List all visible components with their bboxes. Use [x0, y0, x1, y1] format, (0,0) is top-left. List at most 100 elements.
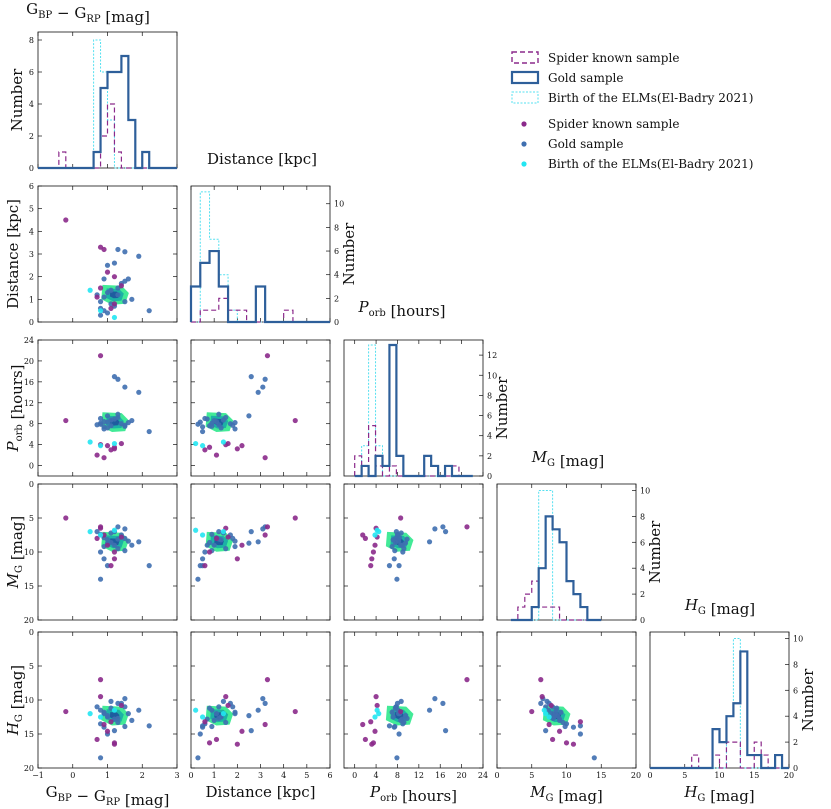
- point-gold: [129, 417, 135, 424]
- point-spider: [529, 708, 535, 715]
- point-gold: [129, 717, 135, 724]
- point-spider: [556, 728, 563, 734]
- point-elm: [220, 711, 227, 717]
- y-tick-label: 0: [487, 472, 492, 481]
- point-gold: [391, 556, 397, 562]
- point-gold: [97, 299, 104, 305]
- point-spider: [118, 702, 124, 709]
- point-gold: [255, 707, 261, 713]
- point-gold: [400, 721, 406, 727]
- x-tick-label: 2: [235, 771, 240, 780]
- point-gold: [195, 576, 201, 582]
- point-spider: [202, 447, 208, 453]
- point-elm: [193, 440, 199, 447]
- y-tick-label: 0: [29, 480, 34, 489]
- y-tick-label: 4: [640, 564, 645, 573]
- y-tick-label: 15: [24, 730, 34, 739]
- point-elm: [111, 440, 118, 447]
- x-tick-label: 20: [631, 771, 641, 780]
- point-gold: [223, 546, 229, 552]
- point-spider: [111, 740, 118, 746]
- y-tick-label: 12: [487, 351, 497, 360]
- point-spider: [550, 736, 556, 743]
- point-gold: [136, 707, 142, 713]
- legend-label-hist: Spider known sample: [548, 51, 679, 65]
- point-elm: [372, 532, 378, 538]
- point-gold: [146, 563, 152, 569]
- point-gold: [394, 755, 400, 761]
- point-gold: [246, 540, 252, 546]
- point-gold: [395, 538, 402, 544]
- y-tick-label: 10: [793, 634, 803, 643]
- y-tick-label: 3: [29, 250, 34, 259]
- y-tick-label: 5: [29, 514, 34, 523]
- point-spider: [262, 455, 268, 461]
- point-spider: [368, 563, 374, 569]
- point-gold: [146, 308, 152, 314]
- point-gold: [442, 529, 449, 535]
- legend-swatch-hist: [510, 70, 540, 85]
- point-elm: [111, 527, 118, 533]
- point-spider: [97, 353, 104, 359]
- y-tick-label: 5: [29, 662, 34, 671]
- point-gold: [94, 704, 100, 710]
- point-gold: [396, 731, 402, 737]
- point-gold: [262, 700, 268, 707]
- point-gold: [211, 542, 217, 548]
- point-gold: [538, 700, 544, 707]
- point-spider: [546, 721, 552, 728]
- point-spider: [118, 440, 124, 447]
- y-tick-label: 0: [29, 462, 34, 471]
- point-gold: [216, 715, 222, 721]
- point-gold: [558, 709, 564, 715]
- point-spider: [264, 353, 271, 359]
- point-gold: [125, 538, 131, 544]
- x-tick-label: 1: [105, 771, 110, 780]
- panel-dist-vs-dist: 0 2 4 6 8 10 Number: [189, 185, 358, 327]
- legend-label-point: Gold sample: [548, 137, 623, 151]
- y-tick-label: 8: [793, 660, 798, 669]
- point-elm: [97, 443, 104, 449]
- point-gold: [122, 384, 128, 390]
- y-tick-label: 4: [29, 100, 34, 109]
- x-tick-label: −1: [32, 771, 44, 780]
- point-spider: [63, 217, 69, 223]
- point-spider: [97, 285, 104, 291]
- point-spider: [97, 677, 104, 683]
- point-gold: [136, 253, 142, 259]
- point-gold: [402, 540, 409, 546]
- axis-label-mg: MG [mag]: [531, 448, 605, 470]
- point-elm: [220, 529, 227, 535]
- point-gold: [386, 563, 393, 569]
- point-gold: [136, 389, 142, 395]
- labels-layer: GBP − GRP [mag] Distance [kpc] Porb [hours…: [4, 0, 755, 809]
- point-gold: [199, 723, 206, 729]
- point-gold: [232, 420, 238, 426]
- y-tick-label: 2: [29, 132, 34, 141]
- hist-gold-hg: [650, 650, 789, 770]
- axis-label-bprp: GBP − GRP [mag]: [26, 0, 150, 26]
- axis-label-dist: Distance [kpc]: [206, 783, 316, 801]
- y-tick-label: 8: [640, 512, 645, 521]
- point-spider: [101, 455, 107, 461]
- number-axis-label: Number: [646, 520, 664, 583]
- point-elm: [372, 714, 378, 720]
- hist-elm-porb: [354, 344, 473, 477]
- x-tick-label: 12: [414, 771, 424, 780]
- point-gold: [101, 426, 107, 432]
- point-spider: [262, 532, 268, 538]
- y-tick-label: 15: [24, 582, 34, 591]
- y-tick-label: 12: [24, 399, 34, 408]
- point-spider: [104, 542, 111, 548]
- point-spider: [577, 719, 584, 725]
- hist-elm-mg: [510, 489, 602, 621]
- point-gold: [246, 413, 252, 419]
- point-gold: [209, 723, 215, 730]
- y-tick-label: 10: [24, 696, 34, 705]
- point-gold: [255, 539, 261, 545]
- point-gold: [386, 723, 393, 729]
- point-spider: [108, 719, 114, 725]
- panel-mg-vs-bprp: 0 5 10 15 20: [24, 480, 178, 625]
- number-axis-label: Number: [340, 222, 358, 285]
- point-spider: [239, 728, 245, 734]
